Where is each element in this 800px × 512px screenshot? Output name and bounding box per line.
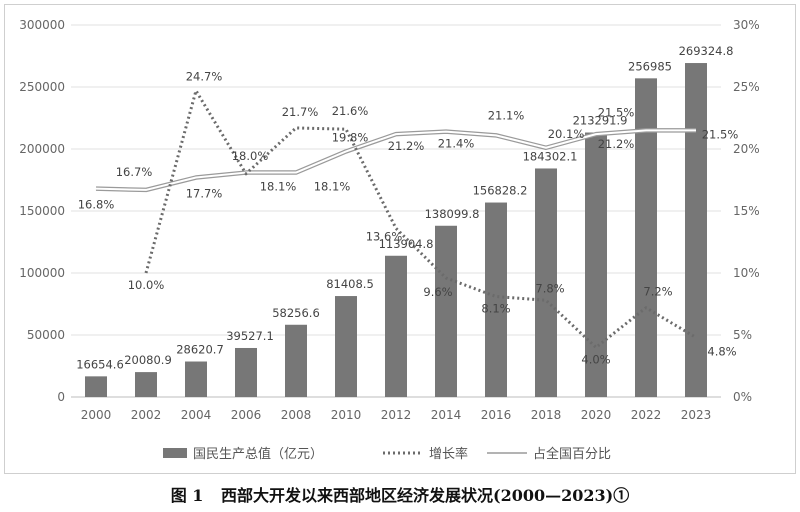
x-tick-label: 2014 bbox=[431, 408, 462, 422]
bar-value-label: 81408.5 bbox=[326, 277, 374, 291]
growth-value-label: 4.0% bbox=[581, 352, 610, 366]
y-right-tick-label: 15% bbox=[733, 204, 760, 218]
x-tick-label: 2022 bbox=[631, 408, 662, 422]
bar-value-label: 269324.8 bbox=[679, 44, 734, 58]
x-tick-label: 2004 bbox=[181, 408, 212, 422]
legend-label-growth: 增长率 bbox=[429, 446, 468, 462]
share-value-label: 18.1% bbox=[260, 180, 297, 194]
x-tick-label: 2023 bbox=[681, 408, 712, 422]
bar bbox=[485, 202, 507, 397]
bar bbox=[385, 255, 407, 397]
share-value-label: 17.7% bbox=[186, 187, 223, 201]
x-tick-label: 2020 bbox=[581, 408, 612, 422]
growth-value-label: 24.7% bbox=[186, 70, 223, 84]
growth-value-label: 7.8% bbox=[535, 281, 564, 295]
x-tick-label: 2002 bbox=[131, 408, 162, 422]
bar-value-label: 16654.6 bbox=[76, 357, 124, 371]
bar-value-label: 156828.2 bbox=[473, 184, 528, 198]
y-left-tick-label: 150000 bbox=[19, 204, 65, 218]
bar bbox=[135, 372, 157, 397]
y-left-tick-label: 100000 bbox=[19, 266, 65, 280]
bar bbox=[85, 376, 107, 397]
bar-value-label: 213291.9 bbox=[573, 114, 628, 128]
bar-value-label: 20080.9 bbox=[124, 353, 172, 367]
figure-title: 西部大开发以来西部地区经济发展状况(2000—2023)① bbox=[221, 486, 630, 505]
share-line-inner bbox=[95, 129, 696, 191]
y-left-tick-label: 200000 bbox=[19, 142, 65, 156]
share-value-label: 18.1% bbox=[314, 180, 351, 194]
share-value-label: 20.1% bbox=[548, 127, 585, 141]
share-value-label: 21.5% bbox=[598, 105, 635, 119]
share-value-label: 21.4% bbox=[438, 137, 475, 151]
y-right-tick-label: 20% bbox=[733, 142, 760, 156]
bar bbox=[535, 168, 557, 397]
growth-value-label: 21.7% bbox=[282, 105, 319, 119]
y-right-tick-label: 30% bbox=[733, 18, 760, 32]
y-right-tick-label: 10% bbox=[733, 266, 760, 280]
bar-value-label: 58256.6 bbox=[272, 306, 320, 320]
growth-value-label: 13.6% bbox=[366, 229, 403, 243]
share-value-label: 19.8% bbox=[332, 130, 369, 144]
x-tick-label: 2018 bbox=[531, 408, 562, 422]
y-right-tick-label: 5% bbox=[733, 328, 752, 342]
bar-value-label: 28620.7 bbox=[176, 343, 224, 357]
legend-label-gdp: 国民生产总值（亿元） bbox=[193, 446, 323, 462]
bar bbox=[685, 63, 707, 398]
bar bbox=[285, 324, 307, 397]
bar-value-label: 113904.8 bbox=[379, 237, 434, 251]
share-value-label: 21.5% bbox=[702, 127, 739, 141]
share-value-label: 21.1% bbox=[488, 108, 525, 122]
bar bbox=[185, 361, 207, 397]
x-tick-label: 2000 bbox=[81, 408, 112, 422]
chart-figure: 0 50000 100000 150000 200000 250000 300000 0% 5%… bbox=[4, 4, 796, 474]
bar-value-label: 138099.8 bbox=[425, 207, 480, 221]
growth-line bbox=[144, 89, 697, 349]
growth-value-label: 18.0% bbox=[232, 149, 269, 163]
growth-value-label: 4.8% bbox=[707, 344, 736, 358]
legend-swatch-bar bbox=[163, 448, 187, 458]
y-right-tick-label: 0% bbox=[733, 390, 752, 404]
growth-value-label: 9.6% bbox=[423, 285, 452, 299]
bar bbox=[435, 225, 457, 397]
growth-value-label: 21.6% bbox=[332, 104, 369, 118]
bar-value-label: 184302.1 bbox=[523, 149, 578, 163]
x-tick-label: 2016 bbox=[481, 408, 512, 422]
share-value-label: 21.2% bbox=[598, 137, 635, 151]
x-tick-label: 2010 bbox=[331, 408, 362, 422]
bar bbox=[585, 132, 607, 397]
growth-value-label: 8.1% bbox=[481, 302, 510, 316]
combo-chart: 0 50000 100000 150000 200000 250000 300000 0% 5%… bbox=[19, 18, 760, 462]
x-tick-label: 2008 bbox=[281, 408, 312, 422]
bar bbox=[635, 78, 657, 398]
bar-value-label: 39527.1 bbox=[226, 329, 274, 343]
x-tick-label: 2006 bbox=[231, 408, 262, 422]
y-left-tick-label: 0 bbox=[57, 390, 65, 404]
y-left-tick-label: 50000 bbox=[27, 328, 65, 342]
bar bbox=[335, 296, 357, 397]
share-value-label: 16.8% bbox=[78, 198, 115, 212]
y-right-tick-label: 25% bbox=[733, 80, 760, 94]
x-tick-label: 2012 bbox=[381, 408, 412, 422]
growth-value-label: 10.0% bbox=[128, 278, 165, 292]
growth-value-label: 7.2% bbox=[643, 285, 672, 299]
share-value-label: 21.2% bbox=[388, 139, 425, 153]
bar-value-label: 256985 bbox=[628, 59, 672, 73]
y-left-tick-label: 300000 bbox=[19, 18, 65, 32]
y-left-tick-label: 250000 bbox=[19, 80, 65, 94]
figure-number: 图 1 bbox=[170, 486, 204, 505]
legend-label-share: 占全国百分比 bbox=[533, 446, 611, 462]
bar bbox=[235, 347, 257, 397]
share-value-label: 16.7% bbox=[116, 165, 153, 179]
figure-caption: 图 1 西部大开发以来西部地区经济发展状况(2000—2023)① bbox=[0, 482, 800, 506]
